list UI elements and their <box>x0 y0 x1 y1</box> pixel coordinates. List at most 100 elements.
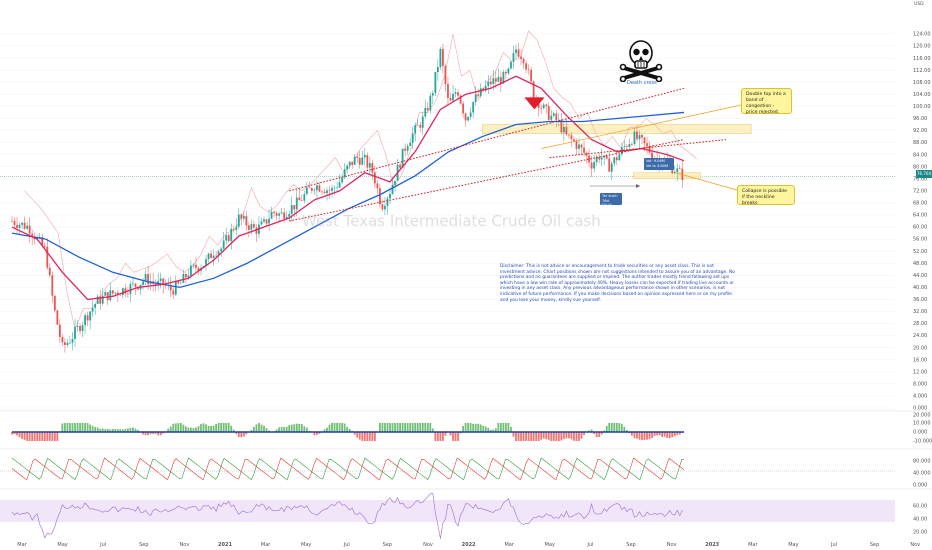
macd-bar <box>416 423 419 432</box>
time-tick-label: May <box>788 542 798 548</box>
candle-body <box>142 281 144 285</box>
candle-body <box>321 191 323 193</box>
trendlines <box>289 87 727 222</box>
macd-bar <box>535 432 538 441</box>
candle-body <box>147 274 149 285</box>
macd-bar <box>421 423 424 432</box>
macd-bar <box>197 426 200 432</box>
candle-body <box>192 264 195 266</box>
candle-body <box>336 187 338 189</box>
macd-bar <box>66 423 69 432</box>
macd-bar <box>278 427 281 432</box>
macd-bar <box>487 427 490 432</box>
macd-bar <box>615 423 618 432</box>
macd-bar <box>36 432 39 441</box>
stochastic-pane[interactable]: 80.000 40.000 0.000 <box>0 457 931 489</box>
candle-body <box>484 86 487 91</box>
candle-body <box>71 338 74 343</box>
double-top-note[interactable]: Double top into a band of congestion - p… <box>741 88 792 115</box>
macd-bar <box>477 423 480 432</box>
candle-body <box>247 225 250 230</box>
macd-bar <box>573 432 575 441</box>
symbol-watermark: West Texas Intermediate Crude Oil cash <box>302 212 601 230</box>
macd-bar <box>384 423 386 432</box>
price-tick-label: 24.00 <box>913 333 927 339</box>
trendline-upper-channel <box>289 87 685 192</box>
price-tick-label: 116.00 <box>913 56 931 62</box>
candle-body <box>404 148 407 151</box>
candle-body <box>210 253 212 259</box>
candle-body <box>43 245 46 247</box>
macd-bar <box>608 423 611 432</box>
candle-body <box>99 296 102 304</box>
time-tick-label: 2023 <box>705 542 719 548</box>
macd-bar <box>552 432 555 441</box>
rsi-pane[interactable]: 60.00 40.00 20.00 <box>0 492 927 539</box>
macd-bar <box>318 432 321 434</box>
candle-body <box>263 219 265 222</box>
macd-bar <box>96 427 99 432</box>
price-tick-label: 92.00 <box>913 128 927 134</box>
candle-body <box>595 156 598 163</box>
macd-bar <box>409 423 412 432</box>
macd-bar <box>404 423 407 432</box>
candle-body <box>565 126 568 135</box>
macd-bar <box>658 432 661 436</box>
macd-bar <box>26 432 29 441</box>
candle-body <box>507 68 510 74</box>
macd-bar <box>293 424 296 432</box>
candle-body <box>411 133 414 143</box>
volume-box-end-line1: Vol: 9.06M <box>646 159 665 163</box>
candle-body <box>631 144 633 145</box>
candle-body <box>205 259 207 266</box>
collapse-note[interactable]: Collapse is possible if the neckline bre… <box>737 185 795 206</box>
disclaimer-text: Disclaimer: This is not advice or encour… <box>500 264 735 303</box>
candle-body <box>119 294 122 296</box>
macd-pane[interactable]: 20.000 10.000 0.000 -10.000 <box>11 413 932 445</box>
macd-bar <box>235 432 238 435</box>
macd-bar <box>474 423 477 432</box>
macd-bar <box>386 423 389 432</box>
double-top-pointer <box>541 104 742 149</box>
price-tick-label: 48.00 <box>913 261 927 267</box>
candle-body <box>53 295 56 311</box>
macd-bar <box>562 432 565 440</box>
candle-body <box>220 248 223 252</box>
macd-bar <box>517 432 520 441</box>
macd-bar <box>283 427 286 432</box>
macd-bar <box>381 423 384 432</box>
candle-body <box>416 124 419 126</box>
price-bands <box>482 124 752 180</box>
candle-body <box>394 180 396 185</box>
candle-body <box>84 315 86 326</box>
candle-body <box>363 155 366 158</box>
candle-body <box>86 315 89 321</box>
price-axis[interactable]: 124.00 120.00 116.00 112.00 108.00 104.00 100.… <box>913 32 931 412</box>
candle-body <box>343 169 346 178</box>
macd-bar <box>651 432 653 438</box>
candle-body <box>48 267 51 276</box>
candle-body <box>643 137 646 144</box>
candle-body <box>366 155 369 168</box>
candle-body <box>129 284 132 294</box>
time-tick-label: Nov <box>423 542 433 548</box>
candle-body <box>217 251 220 256</box>
time-tick-label: Jul <box>586 542 593 548</box>
candle-body <box>288 213 291 217</box>
candle-body <box>459 95 462 104</box>
candle-body <box>550 115 553 120</box>
volume-box-start-line2: Vol ts 3MB.0K <box>602 203 616 212</box>
time-axis[interactable]: Mar May Jul Sep Nov 2021 Mar May Jul Sep Nov 2022 Ma… <box>17 542 920 548</box>
macd-bar <box>636 432 638 439</box>
candle-body <box>212 255 215 259</box>
macd-bar <box>336 423 338 432</box>
macd-bar <box>116 429 119 432</box>
macd-bar <box>137 429 139 432</box>
candle-body <box>197 267 200 271</box>
macd-bar <box>638 432 641 440</box>
macd-bar <box>454 432 457 441</box>
candle-body <box>522 58 525 64</box>
candle-body <box>154 283 157 286</box>
stoch-d-line <box>11 457 685 481</box>
